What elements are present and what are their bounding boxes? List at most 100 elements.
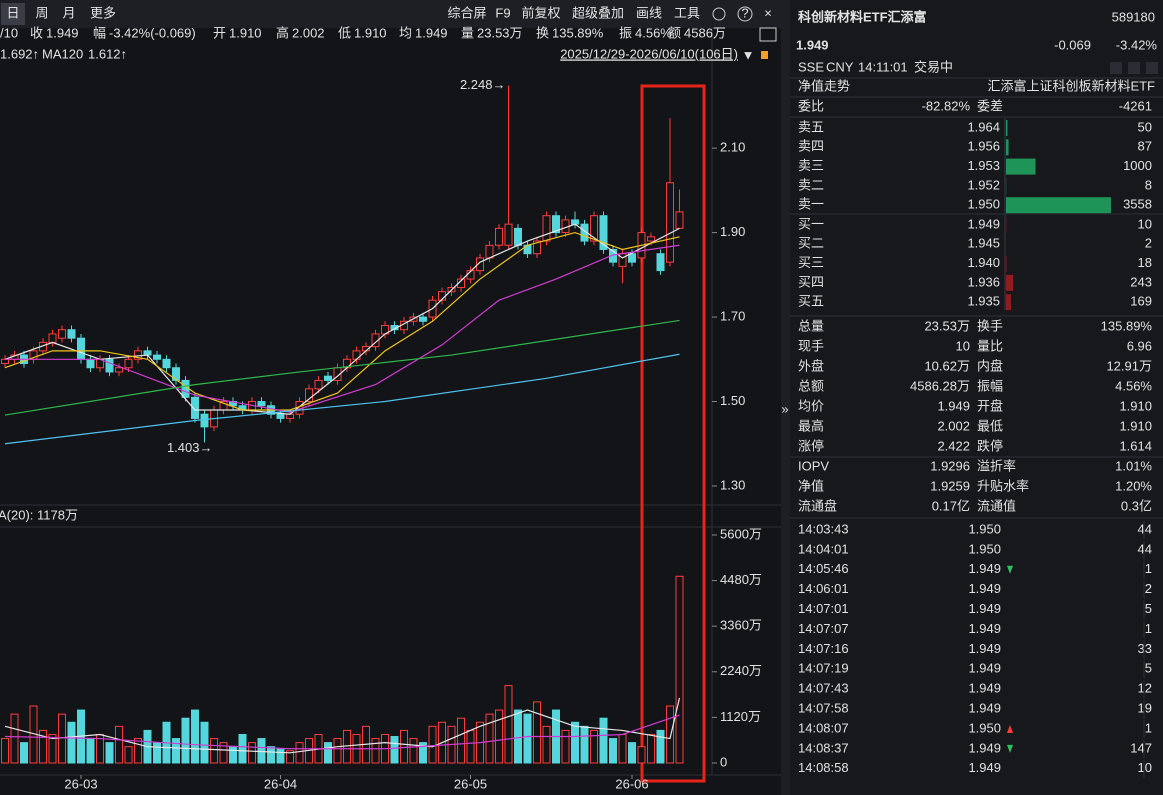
trade-volume: 1	[1145, 621, 1152, 636]
quote-meta: SSE	[798, 59, 824, 74]
trade-time: 14:07:43	[798, 681, 849, 696]
volume-bar	[533, 701, 541, 764]
volume-bar	[20, 742, 28, 764]
quote-label: 量	[461, 25, 474, 40]
candle-body	[419, 316, 427, 322]
volume-bar	[191, 709, 199, 764]
candle-body	[504, 223, 513, 246]
volume-bar	[409, 738, 418, 764]
field-label: 升贴水率	[977, 478, 1029, 493]
tool-button[interactable]: 画线	[636, 5, 662, 20]
lock-icon[interactable]	[1128, 62, 1140, 74]
order-volume-bar	[1006, 158, 1036, 175]
quote-value: 1.910	[354, 25, 387, 40]
order-level: 买五	[798, 294, 824, 309]
volume-bar	[457, 717, 465, 764]
fund-code: 589180	[1112, 9, 1155, 24]
fund-name: 科创新材料ETF汇添富	[798, 9, 927, 24]
trade-price: 1.949	[968, 601, 1001, 616]
volume-bar	[656, 729, 665, 764]
candle-body	[86, 358, 95, 369]
tool-button[interactable]: 工具	[674, 5, 700, 20]
y-tick-label: 1.70	[720, 308, 745, 323]
field-label: 最低	[977, 418, 1003, 433]
quote-value: -3.42%(-0.069)	[109, 25, 196, 40]
quote-value: 4586万	[684, 25, 726, 40]
volume-bar	[257, 738, 266, 764]
order-volume: 169	[1130, 294, 1152, 309]
settings-icon[interactable]	[712, 7, 726, 21]
candle-body	[77, 337, 85, 360]
help-glyph[interactable]: ?	[741, 5, 748, 20]
volume-bar	[675, 575, 684, 764]
date-fragment: /10	[0, 25, 18, 40]
help-icon[interactable]	[737, 6, 753, 22]
order-price: 1.956	[967, 139, 1000, 154]
tool-button[interactable]: 超级叠加	[572, 5, 624, 20]
field-value: 1.949	[937, 398, 970, 413]
add-icon[interactable]	[1146, 62, 1158, 74]
volume-label: A(20): 1178万	[0, 507, 78, 522]
lock-icon[interactable]	[761, 51, 768, 59]
ma-value: 1.612↑	[88, 46, 127, 61]
field-label: 外盘	[798, 358, 824, 373]
tool-button[interactable]: 前复权	[521, 5, 560, 20]
range-dropdown[interactable]: ▼	[742, 47, 755, 62]
close-icon[interactable]: ×	[764, 5, 772, 20]
candle-body	[352, 350, 361, 360]
collapse-strip[interactable]	[781, 0, 790, 795]
trade-volume: 5	[1145, 661, 1152, 676]
trade-time: 14:08:07	[798, 720, 849, 735]
high-annotation: 2.248→	[460, 77, 506, 92]
volume-bar	[134, 738, 142, 764]
order-price: 1.949	[967, 216, 1000, 231]
nav-tab[interactable]: 净值走势	[798, 78, 850, 93]
candle-body	[191, 396, 199, 419]
wp-icon[interactable]	[759, 27, 777, 42]
order-level: 卖五	[798, 119, 824, 134]
period-tab[interactable]: 日	[6, 5, 19, 20]
trade-price: 1.950	[968, 521, 1001, 536]
highlight-box	[640, 84, 706, 783]
tool-button[interactable]: 综合屏	[447, 5, 486, 20]
candle-body	[143, 350, 152, 356]
period-tab[interactable]: 更多	[90, 5, 116, 20]
volume-bar	[580, 725, 589, 764]
field-value: 1.910	[1119, 398, 1152, 413]
volume-bar	[286, 750, 294, 764]
order-price: 1.936	[967, 274, 1000, 289]
ma-line	[5, 244, 680, 413]
candle-body	[200, 413, 209, 428]
field-label: 涨停	[798, 438, 824, 453]
volume-bar	[390, 736, 399, 764]
volume-bar	[324, 742, 332, 764]
period-tab[interactable]: 月	[62, 5, 75, 20]
order-price: 1.950	[967, 197, 1000, 212]
trade-time: 14:07:16	[798, 641, 849, 656]
field-value: 23.53万	[924, 318, 970, 333]
candle-body	[67, 329, 76, 339]
toolbar-icons: ? × ▼	[712, 5, 777, 62]
y-tick-label: 1.50	[720, 393, 745, 408]
volume-bar	[105, 742, 114, 764]
order-level: 卖四	[798, 139, 824, 154]
edit-icon[interactable]	[1110, 62, 1122, 74]
trade-time: 14:07:19	[798, 661, 849, 676]
collapse-icon[interactable]: »	[781, 401, 788, 416]
quote-meta: 14:11:01	[858, 59, 908, 74]
field-label: 量比	[977, 338, 1003, 353]
x-tick-label: 26-03	[64, 776, 97, 791]
quote-value: 2.002	[292, 25, 325, 40]
tool-button[interactable]: F9	[495, 5, 510, 20]
trade-time: 14:03:43	[798, 521, 849, 536]
order-level: 买一	[798, 216, 824, 231]
candle-body	[314, 379, 323, 390]
order-level: 买四	[798, 274, 824, 289]
trade-volume: 2	[1145, 581, 1152, 596]
field-label: 委比	[798, 98, 824, 113]
x-tick-label: 26-05	[454, 776, 487, 791]
candle-body	[153, 354, 161, 360]
period-tab[interactable]: 周	[35, 5, 48, 20]
volume-bar	[666, 705, 674, 764]
field-value: 135.89%	[1101, 318, 1153, 333]
